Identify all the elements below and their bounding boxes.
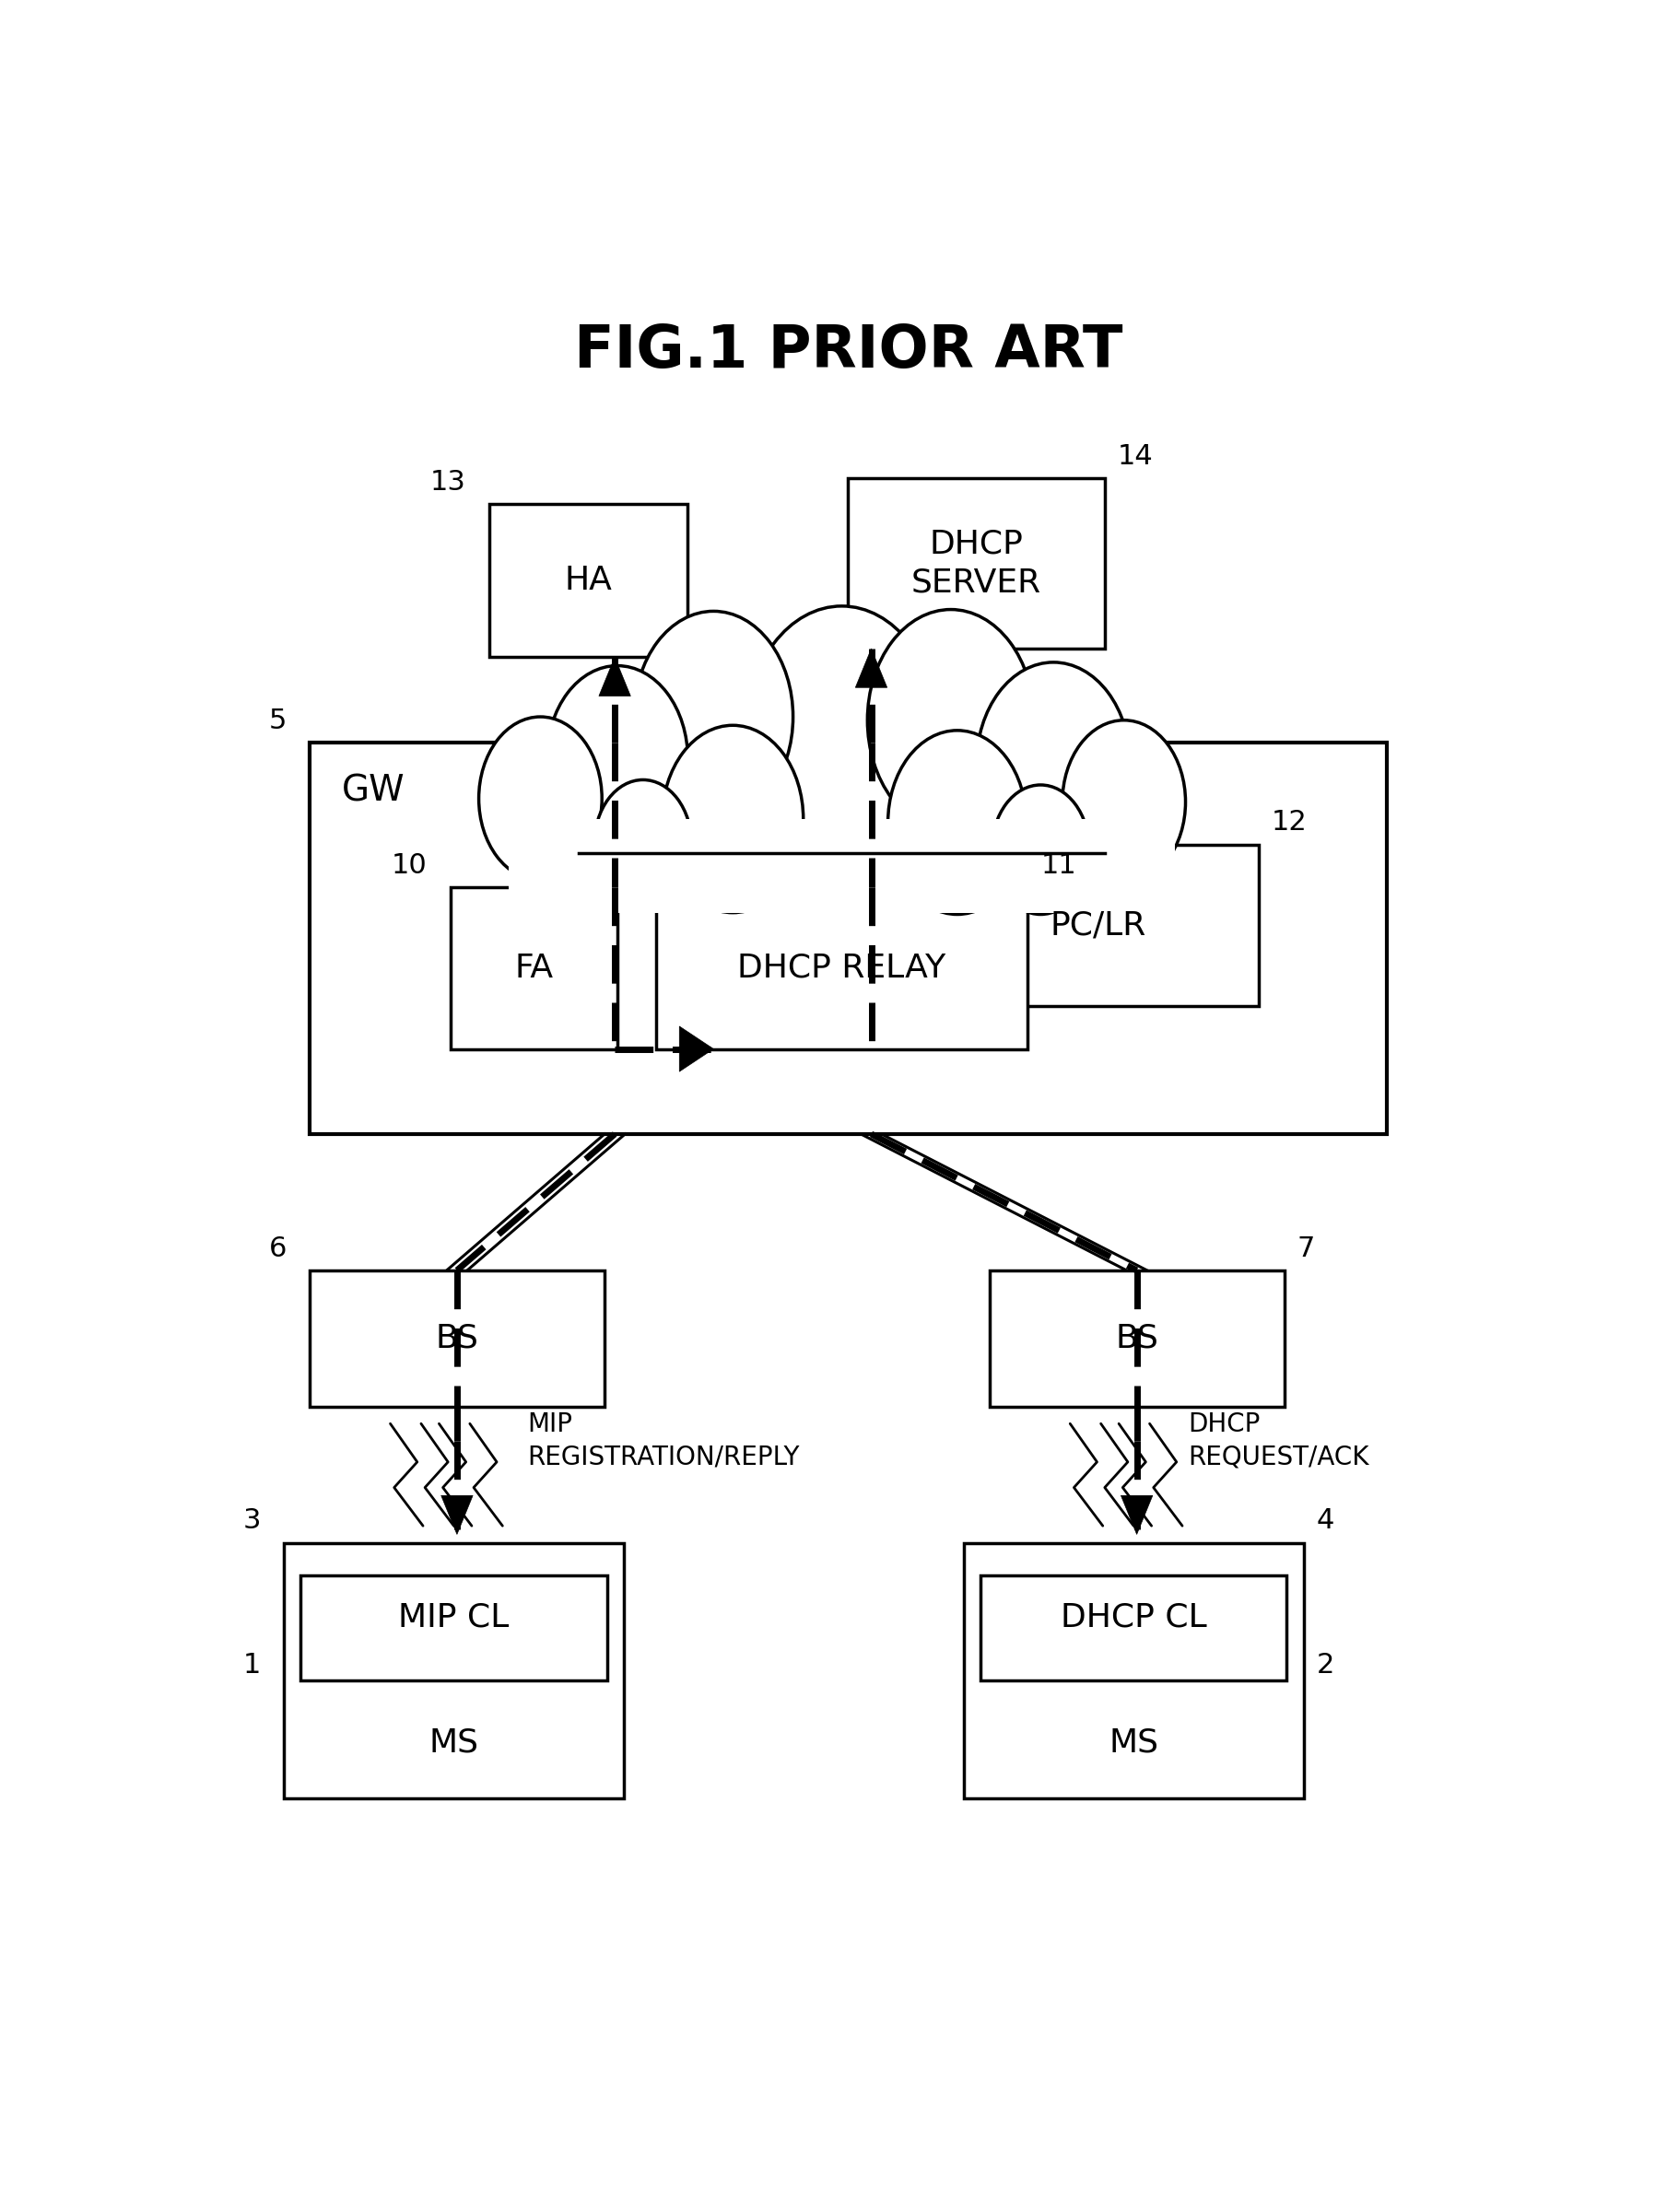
Polygon shape [599,657,631,697]
Bar [963,1544,1304,1798]
Bar [847,478,1106,648]
Circle shape [867,611,1034,832]
Bar [655,887,1028,1048]
Circle shape [634,611,793,823]
Text: MIP
REGISTRATION/REPLY: MIP REGISTRATION/REPLY [528,1411,799,1469]
Text: 5: 5 [268,708,286,734]
Circle shape [1063,721,1185,885]
Bar [450,887,617,1048]
Text: HA: HA [564,564,612,597]
Text: GW: GW [341,772,405,807]
Circle shape [889,730,1026,914]
Text: 7: 7 [1298,1234,1316,1261]
Bar [990,1270,1284,1407]
Text: 4: 4 [1316,1509,1334,1535]
Text: DHCP RELAY: DHCP RELAY [738,953,947,984]
Text: DHCP
REQUEST/ACK: DHCP REQUEST/ACK [1188,1411,1369,1469]
Polygon shape [442,1495,473,1535]
Text: 14: 14 [1117,442,1154,469]
Circle shape [745,606,938,863]
Bar [490,504,688,657]
Text: PC/LR: PC/LR [1051,909,1147,940]
Polygon shape [856,648,887,688]
Text: BS: BS [1115,1323,1158,1354]
Bar [309,743,1387,1135]
Polygon shape [1120,1495,1152,1535]
Text: BS: BS [435,1323,478,1354]
Bar [309,1270,604,1407]
Text: 11: 11 [1041,852,1076,878]
Text: 12: 12 [1271,810,1307,836]
Text: 2: 2 [1316,1652,1334,1679]
Bar [980,1575,1288,1681]
Text: MS: MS [1109,1728,1158,1759]
Text: MS: MS [429,1728,478,1759]
Bar [938,845,1259,1006]
Circle shape [976,661,1130,867]
Text: 1: 1 [243,1652,261,1679]
Text: DHCP CL: DHCP CL [1061,1601,1206,1632]
Ellipse shape [521,692,1162,914]
Text: FIG.1 PRIOR ART: FIG.1 PRIOR ART [574,323,1122,378]
Text: 13: 13 [430,469,467,495]
Text: MIP CL: MIP CL [399,1601,510,1632]
Circle shape [594,781,692,909]
Circle shape [546,666,688,854]
Circle shape [478,717,602,880]
Bar [301,1575,607,1681]
Text: 6: 6 [268,1234,286,1261]
Bar [285,1544,624,1798]
Text: FA: FA [515,953,553,984]
Bar [508,818,1175,914]
Text: 10: 10 [392,852,427,878]
Text: DHCP
SERVER: DHCP SERVER [912,529,1041,599]
Polygon shape [680,1026,713,1071]
Circle shape [662,726,803,914]
Text: 3: 3 [243,1509,261,1535]
Circle shape [991,785,1089,914]
